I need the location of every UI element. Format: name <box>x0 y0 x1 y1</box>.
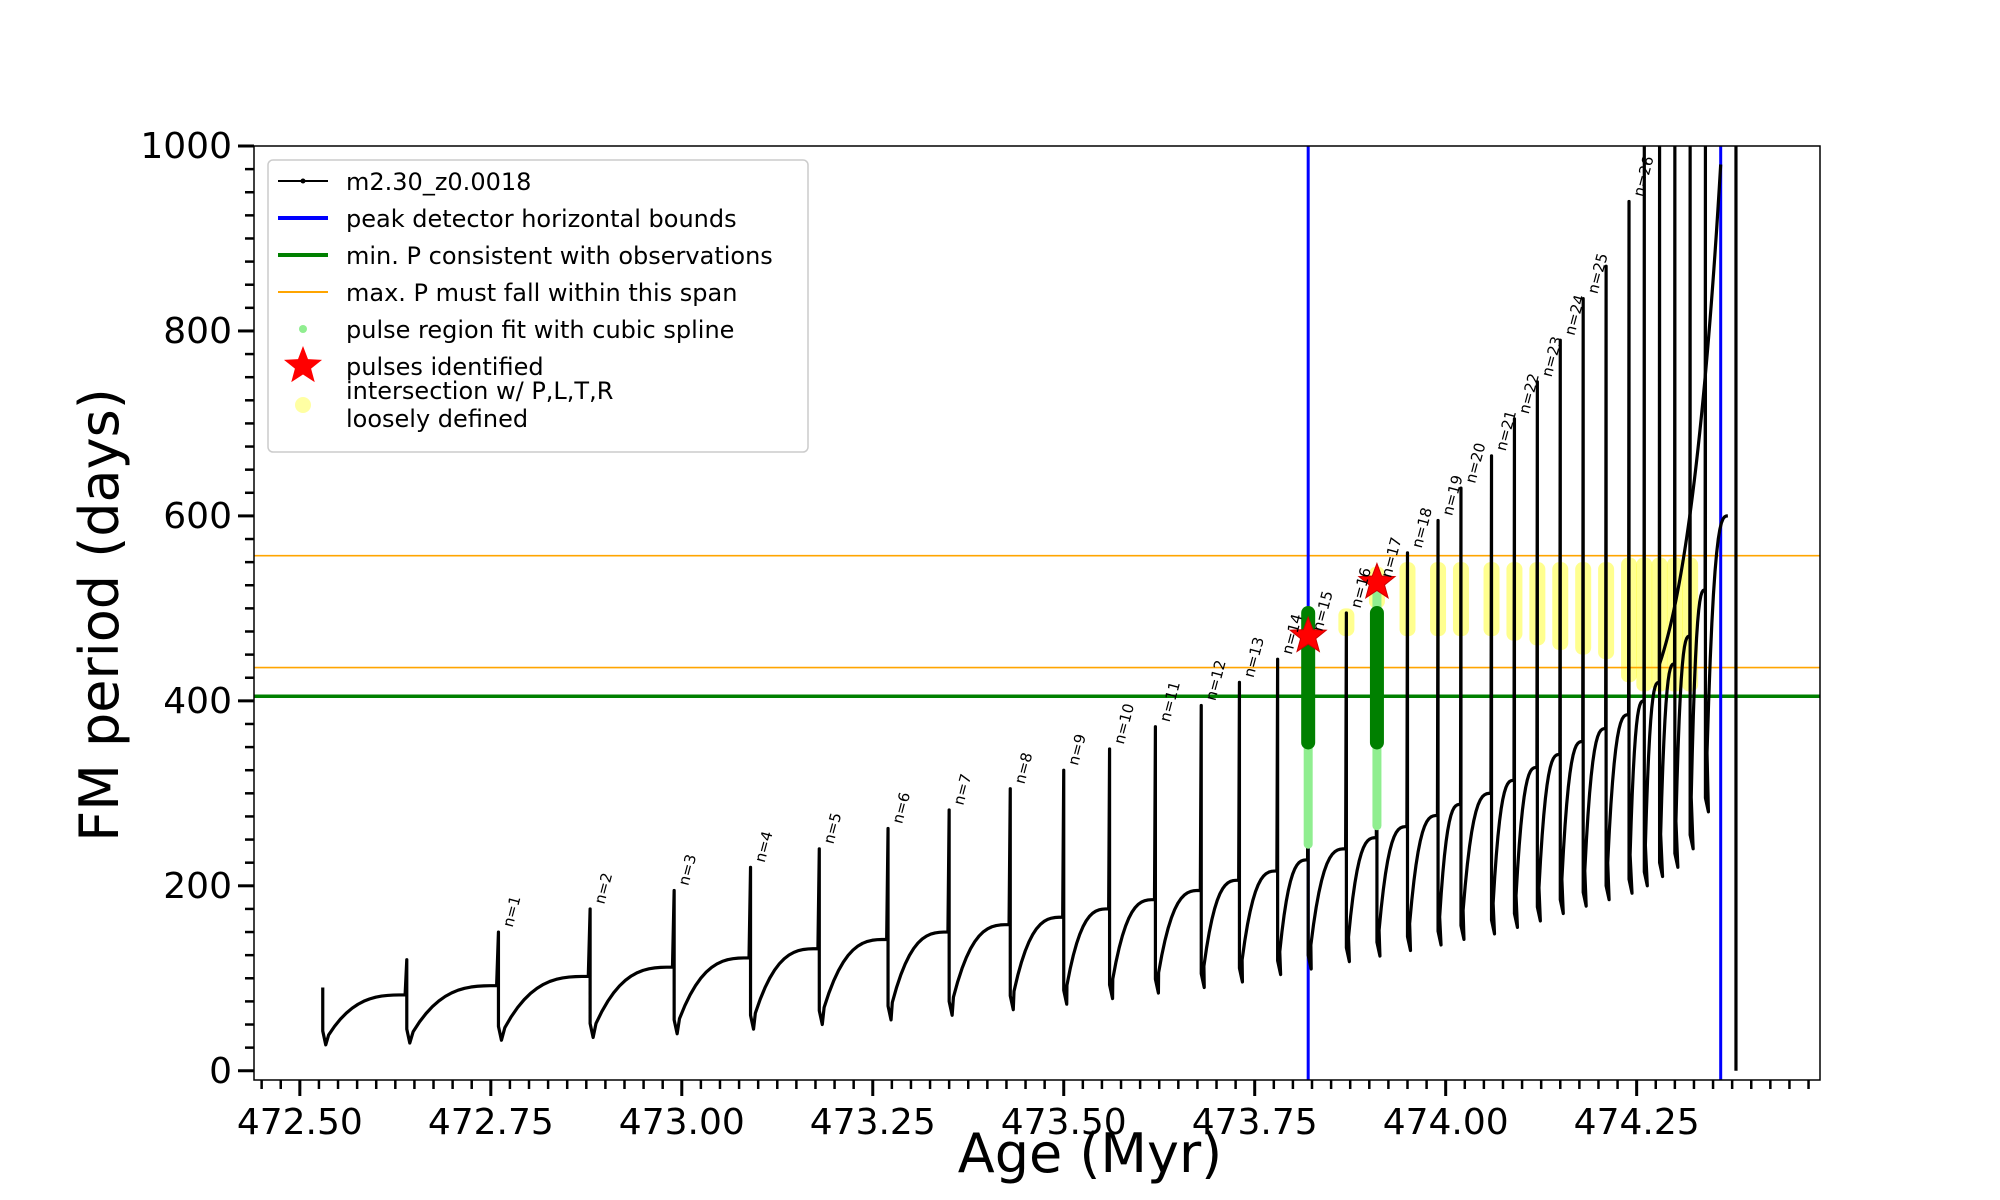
identified-pulse-star <box>1357 562 1397 600</box>
axes: 472.50 472.75 473.00 473.25 473.50 473.75 474.… <box>140 126 1821 1143</box>
y-tick-label: 400 <box>163 681 232 722</box>
series-line-m2.30_z0.0018 <box>321 146 1728 1047</box>
legend-swatch-dot <box>299 325 307 333</box>
y-tick-label: 200 <box>163 866 232 907</box>
x-tick-label: 473.25 <box>810 1102 936 1143</box>
pulse-label: n=26 <box>1630 154 1658 198</box>
pulse-label: n=5 <box>820 811 846 846</box>
legend-swatch-circle <box>295 397 311 413</box>
legend-swatch-dot <box>300 178 306 184</box>
x-tick-label: 473.75 <box>1192 1102 1318 1143</box>
x-tick-label: 472.75 <box>428 1102 554 1143</box>
legend-label: peak detector horizontal bounds <box>346 205 737 233</box>
pulse-label: n=1 <box>499 894 525 929</box>
legend-swatch-star <box>283 346 323 383</box>
pulse-label: n=8 <box>1011 751 1037 786</box>
pulse-label: n=3 <box>675 852 701 887</box>
x-tick-label: 474.25 <box>1574 1102 1700 1143</box>
pulse-label: n=10 <box>1110 702 1138 746</box>
pulse-label: n=20 <box>1461 441 1489 485</box>
pulse-label: n=9 <box>1064 732 1090 767</box>
pulse-label: n=18 <box>1408 505 1436 549</box>
pulse-label: n=4 <box>751 829 777 864</box>
pulse-label: n=7 <box>950 772 976 807</box>
legend-label: loosely defined <box>346 405 528 433</box>
pulse-label: n=13 <box>1240 635 1268 679</box>
y-tick-label: 600 <box>163 496 232 537</box>
legend-label: min. P consistent with observations <box>346 242 773 270</box>
x-tick-label: 473.50 <box>1001 1102 1127 1143</box>
y-tick-label: 1000 <box>140 126 232 167</box>
series-final-rise <box>1658 164 1723 665</box>
pulse-label: n=2 <box>591 871 617 906</box>
pulse-label: n=6 <box>889 790 915 825</box>
legend-label: max. P must fall within this span <box>346 279 737 307</box>
pulse-label: n=11 <box>1156 679 1184 723</box>
legend-label: m2.30_z0.0018 <box>346 168 531 196</box>
pulse-label: n=15 <box>1309 589 1337 633</box>
y-tick-label: 0 <box>209 1051 232 1092</box>
legend-label: pulse region fit with cubic spline <box>346 316 734 344</box>
x-tick-label: 474.00 <box>1383 1102 1509 1143</box>
legend-label: pulses identified <box>346 353 544 381</box>
y-tick-label: 800 <box>163 311 232 352</box>
x-tick-label: 472.50 <box>237 1102 363 1143</box>
legend-box <box>267 159 809 453</box>
plot-frame <box>253 145 1821 1081</box>
y-axis-label: FM period (days) <box>68 388 131 842</box>
identified-pulse-star <box>1288 615 1328 653</box>
x-tick-label: 473.00 <box>619 1102 745 1143</box>
x-axis-label: Age (Myr) <box>958 1122 1223 1185</box>
legend-label: intersection w/ P,L,T,R <box>346 377 613 405</box>
